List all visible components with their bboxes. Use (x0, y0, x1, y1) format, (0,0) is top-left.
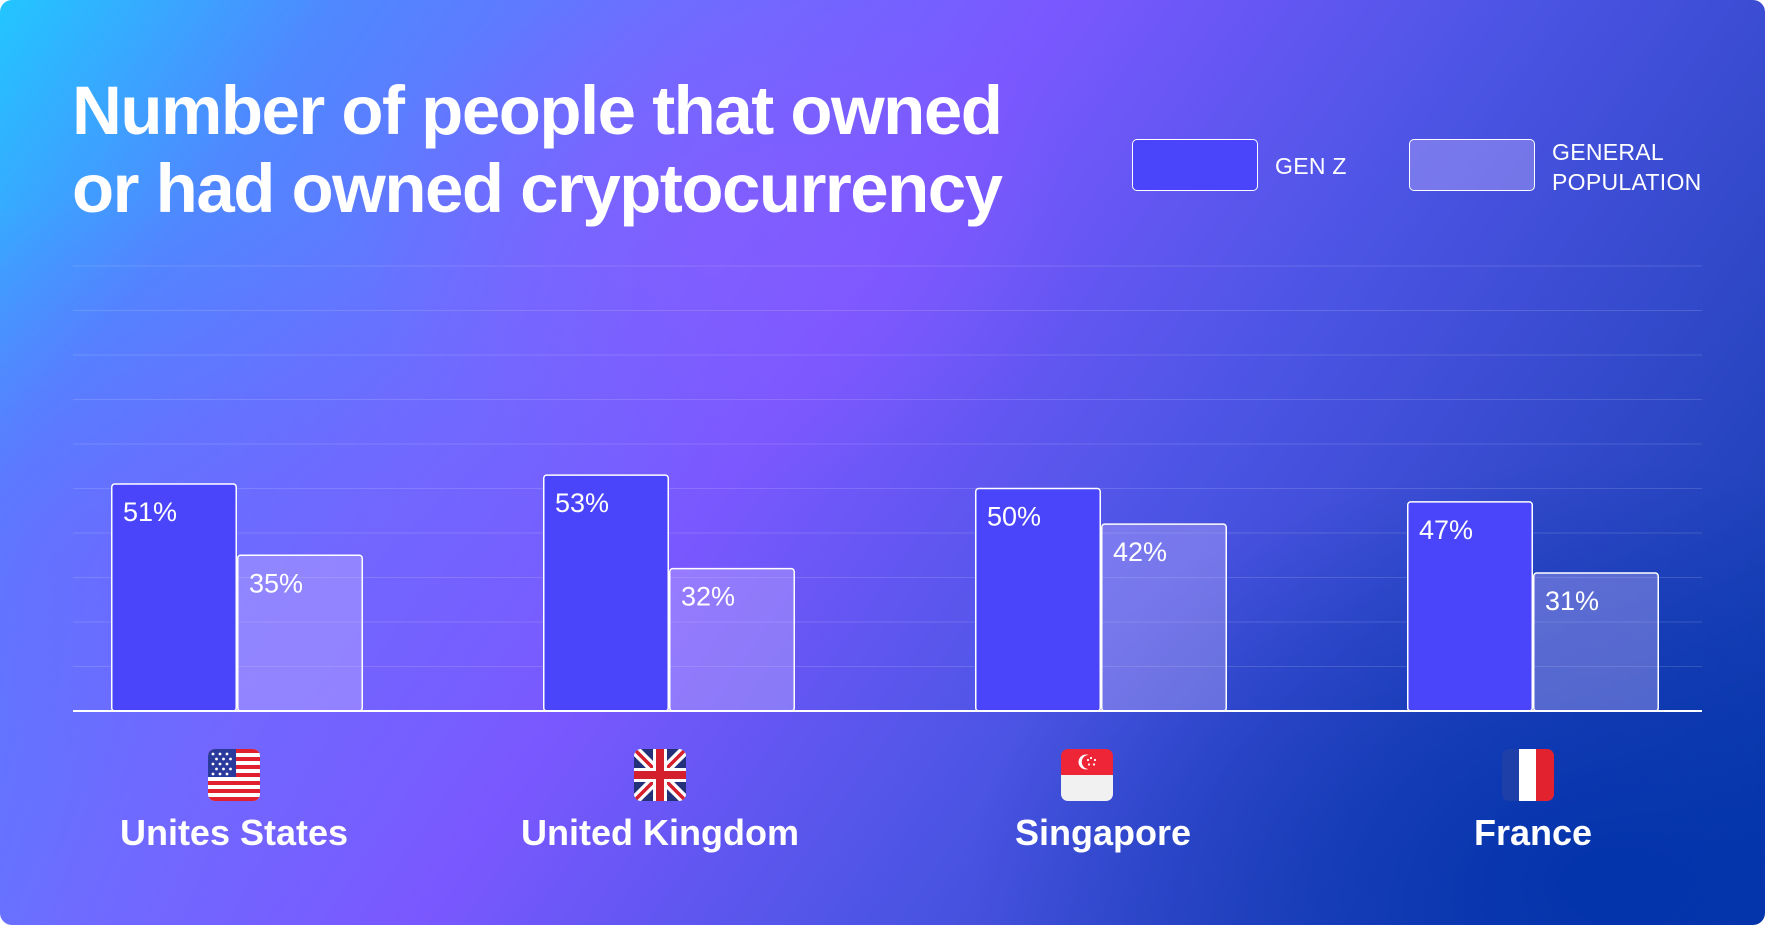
bar-label-gen-z-3: 47% (1419, 515, 1473, 545)
chart-title-line-2: or had owned cryptocurrency (72, 150, 1003, 227)
legend-swatch-gen-z (1132, 139, 1258, 191)
country-label-singapore: Singapore (1014, 812, 1192, 853)
legend-label-gen-z: GEN Z (1275, 153, 1347, 179)
country-label-united-kingdom: United Kingdom (521, 812, 799, 853)
bar-label-general-population-2: 42% (1113, 537, 1167, 567)
bar-label-general-population-0: 35% (249, 568, 303, 598)
legend-label-general-line-2: POPULATION (1552, 169, 1702, 195)
chart-title-line-1: Number of people that owned (72, 72, 1003, 149)
legend-label-general-population: GENERAL POPULATION (1552, 137, 1702, 197)
country-label-france: France (1473, 812, 1593, 853)
bar-label-gen-z-1: 53% (555, 488, 609, 518)
bar-label-general-population-1: 32% (681, 582, 735, 612)
uk-flag-icon (634, 749, 686, 801)
france-flag-icon (1502, 749, 1554, 801)
legend-swatch-general-population (1409, 139, 1535, 191)
bar-label-gen-z-2: 50% (987, 502, 1041, 532)
bar-label-general-population-3: 31% (1545, 586, 1599, 616)
us-flag-icon (208, 749, 260, 801)
singapore-flag-icon (1061, 749, 1113, 801)
legend-label-general-line-1: GENERAL (1552, 139, 1665, 165)
chart-title: Number of people that owned or had owned… (72, 72, 1003, 228)
country-label-united-states: Unites States (119, 812, 349, 853)
bar-label-gen-z-0: 51% (123, 497, 177, 527)
